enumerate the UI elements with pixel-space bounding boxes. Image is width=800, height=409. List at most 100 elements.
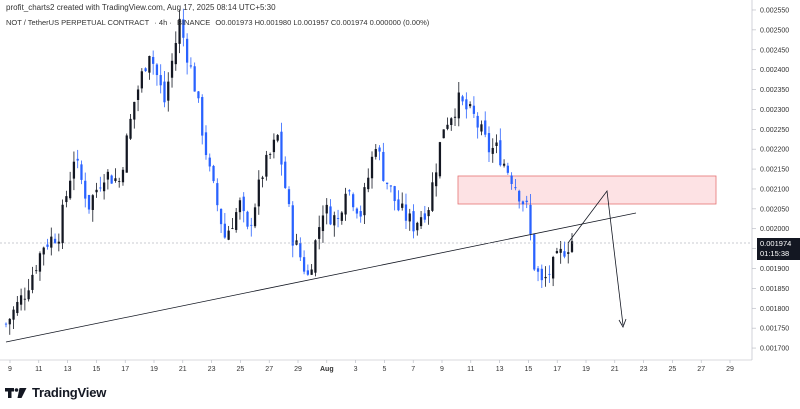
candle [280,122,283,176]
candle [261,175,264,188]
candle-body [204,132,208,156]
candle-body [310,269,313,275]
candle-body [125,135,128,173]
candle-body [284,161,287,188]
candle [170,53,174,88]
price-tick-label: 0.002100 [760,186,789,193]
candle-body [197,91,200,99]
candle [276,134,279,143]
candle-body [12,309,15,320]
candle-body [159,75,162,86]
candle-body [340,212,343,221]
candle-body [363,187,366,216]
candle-body [374,149,377,157]
ascending-trendline[interactable] [5,212,637,343]
symbol-pair[interactable]: NOT / TetherUS PERPETUAL CONTRACT [6,18,150,27]
candle-body [412,211,415,232]
candle [457,81,460,127]
candle [16,296,19,316]
candle-body [95,189,98,193]
candle [299,237,302,261]
candle [363,182,366,225]
candle [435,163,438,197]
candle-body [242,196,245,212]
candle [355,207,359,219]
candle-body [42,247,45,255]
candle-body [291,205,294,246]
candle [529,194,532,241]
time-tick-label: 27 [697,366,705,373]
time-tick-label: 19 [582,366,590,373]
price-tick-label: 0.001800 [760,306,789,313]
candle-body [238,200,242,213]
candle [163,71,166,108]
candle-body [389,185,393,187]
candle-body [167,81,170,101]
price-tick-label: 0.002500 [760,27,789,34]
candle-body [457,92,460,119]
candle-body [355,208,359,214]
candle [216,178,219,212]
ohlc-values: O0.001973 H0.001980 L0.001957 C0.001974 … [215,18,430,27]
candle-body [35,270,38,272]
candle-body [472,105,476,114]
candle [19,288,23,311]
price-tick-label: 0.001750 [760,326,789,333]
candle-body [359,211,362,217]
candle [559,240,562,264]
supply-zone[interactable] [457,175,717,205]
candle [518,189,521,209]
symbol-exchange: BINANCE [176,18,211,27]
candle [27,278,30,302]
candle [412,204,415,239]
candle-body [408,213,411,222]
candle [310,264,313,275]
symbol-interval[interactable]: · 4h · [154,18,172,27]
candle-body [423,213,426,220]
candle-body [53,238,57,243]
candle [502,159,506,168]
candle-body [329,206,332,225]
candle [487,126,491,162]
candle [76,149,79,169]
last-price-badge: 0.001974 01:15:38 [757,238,800,260]
candle-body [536,268,540,272]
time-tick-label: 15 [525,366,533,373]
candle [140,68,143,93]
candle [423,205,426,223]
candle [525,195,528,209]
candle [182,8,185,47]
candle-body [170,60,174,78]
candle-body [506,165,509,173]
candle [318,215,321,250]
projection-path[interactable] [567,189,624,326]
candle [370,151,374,189]
candle [238,197,242,220]
last-price-value: 0.001974 [760,239,792,248]
candle-body [72,161,76,179]
candle [521,200,525,212]
candle-body [370,156,374,179]
time-tick-label: 17 [553,366,561,373]
candle [80,160,83,185]
tradingview-logo-icon [5,387,27,398]
candle [536,265,540,282]
candle-body [276,135,279,141]
price-tick-label: 0.002300 [760,107,789,114]
candle-body [27,290,30,300]
candle [148,55,151,80]
price-tick-label: 0.002350 [760,87,789,94]
candle-body [548,273,551,275]
candle [510,172,513,190]
price-tick-label: 0.002400 [760,67,789,74]
candle-body [38,253,42,272]
candle [468,101,472,109]
price-axis[interactable]: 0.002550 0.002500 0.002450 0.002400 0.002350… [752,7,789,353]
candle [284,156,287,189]
price-tick-label: 0.002550 [760,7,789,14]
time-axis[interactable]: 9 11 13 15 17 19 21 23 25 27 29 Aug 3 5 7 9 11 13 15 17 19 21… [8,360,734,373]
candle [533,233,536,272]
candle [50,227,53,256]
candle [438,141,442,179]
